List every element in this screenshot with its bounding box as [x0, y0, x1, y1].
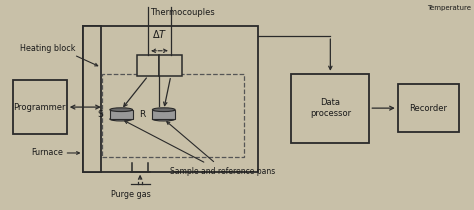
Ellipse shape — [153, 117, 175, 121]
Ellipse shape — [110, 117, 133, 121]
Bar — [137, 55, 159, 76]
Text: Programmer: Programmer — [13, 103, 66, 112]
Text: Purge gas: Purge gas — [111, 190, 151, 199]
Bar — [83, 26, 101, 172]
Text: Recorder: Recorder — [410, 104, 447, 113]
Ellipse shape — [153, 108, 175, 112]
Text: $\Delta T$: $\Delta T$ — [152, 28, 167, 40]
Ellipse shape — [110, 108, 133, 112]
Bar — [110, 110, 133, 119]
Text: Heating block: Heating block — [20, 44, 76, 53]
Bar — [398, 84, 459, 132]
Bar — [159, 55, 182, 76]
Text: Sample and reference pans: Sample and reference pans — [170, 167, 275, 176]
Text: Thermocouples: Thermocouples — [150, 8, 215, 17]
Text: Furnace: Furnace — [31, 148, 63, 158]
Bar — [153, 110, 175, 119]
Bar — [12, 80, 67, 134]
Text: Data
processor: Data processor — [310, 98, 351, 118]
Text: S: S — [97, 110, 103, 119]
Text: Temperature: Temperature — [427, 5, 471, 11]
Text: R: R — [139, 110, 146, 119]
Bar — [292, 74, 369, 143]
Bar — [102, 74, 244, 157]
Bar — [83, 26, 258, 172]
